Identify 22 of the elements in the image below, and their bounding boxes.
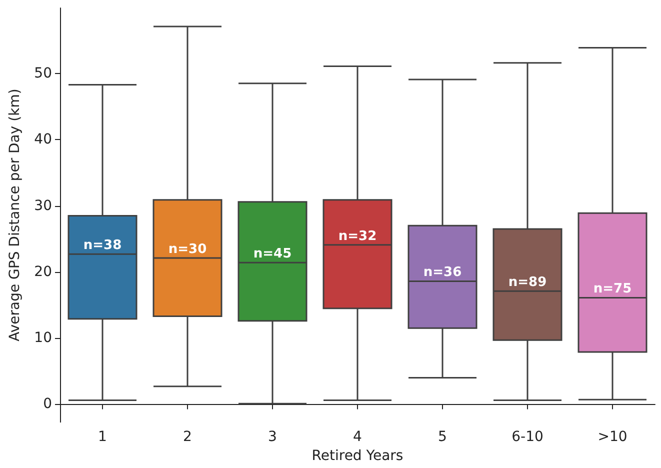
y-tick-label: 20: [34, 264, 52, 280]
x-tick-label: 2: [183, 429, 192, 446]
x-tick-label: >10: [598, 429, 628, 446]
y-tick-label: 0: [43, 396, 52, 412]
x-tick-label: 1: [98, 429, 107, 446]
annotation: n=89: [508, 275, 547, 290]
annotation: n=38: [83, 238, 122, 254]
x-tick-label: 4: [353, 429, 362, 446]
annotation: n=36: [423, 265, 462, 280]
y-tick-label: 40: [34, 132, 52, 148]
annotation: n=75: [593, 282, 632, 297]
x-tick-label: 6-10: [512, 429, 544, 446]
x-axis-title: Retired Years: [312, 448, 404, 464]
annotation: n=32: [338, 228, 377, 244]
y-tick-label: 30: [34, 198, 52, 214]
annotation: n=45: [253, 246, 292, 262]
x-tick-label: 3: [268, 429, 277, 446]
y-tick-label: 10: [34, 330, 52, 346]
annotation: n=30: [168, 242, 207, 258]
y-axis-title: Average GPS Distance per Day (km): [7, 88, 23, 342]
y-tick-label: 50: [34, 65, 52, 82]
x-tick-label: 5: [438, 429, 447, 446]
